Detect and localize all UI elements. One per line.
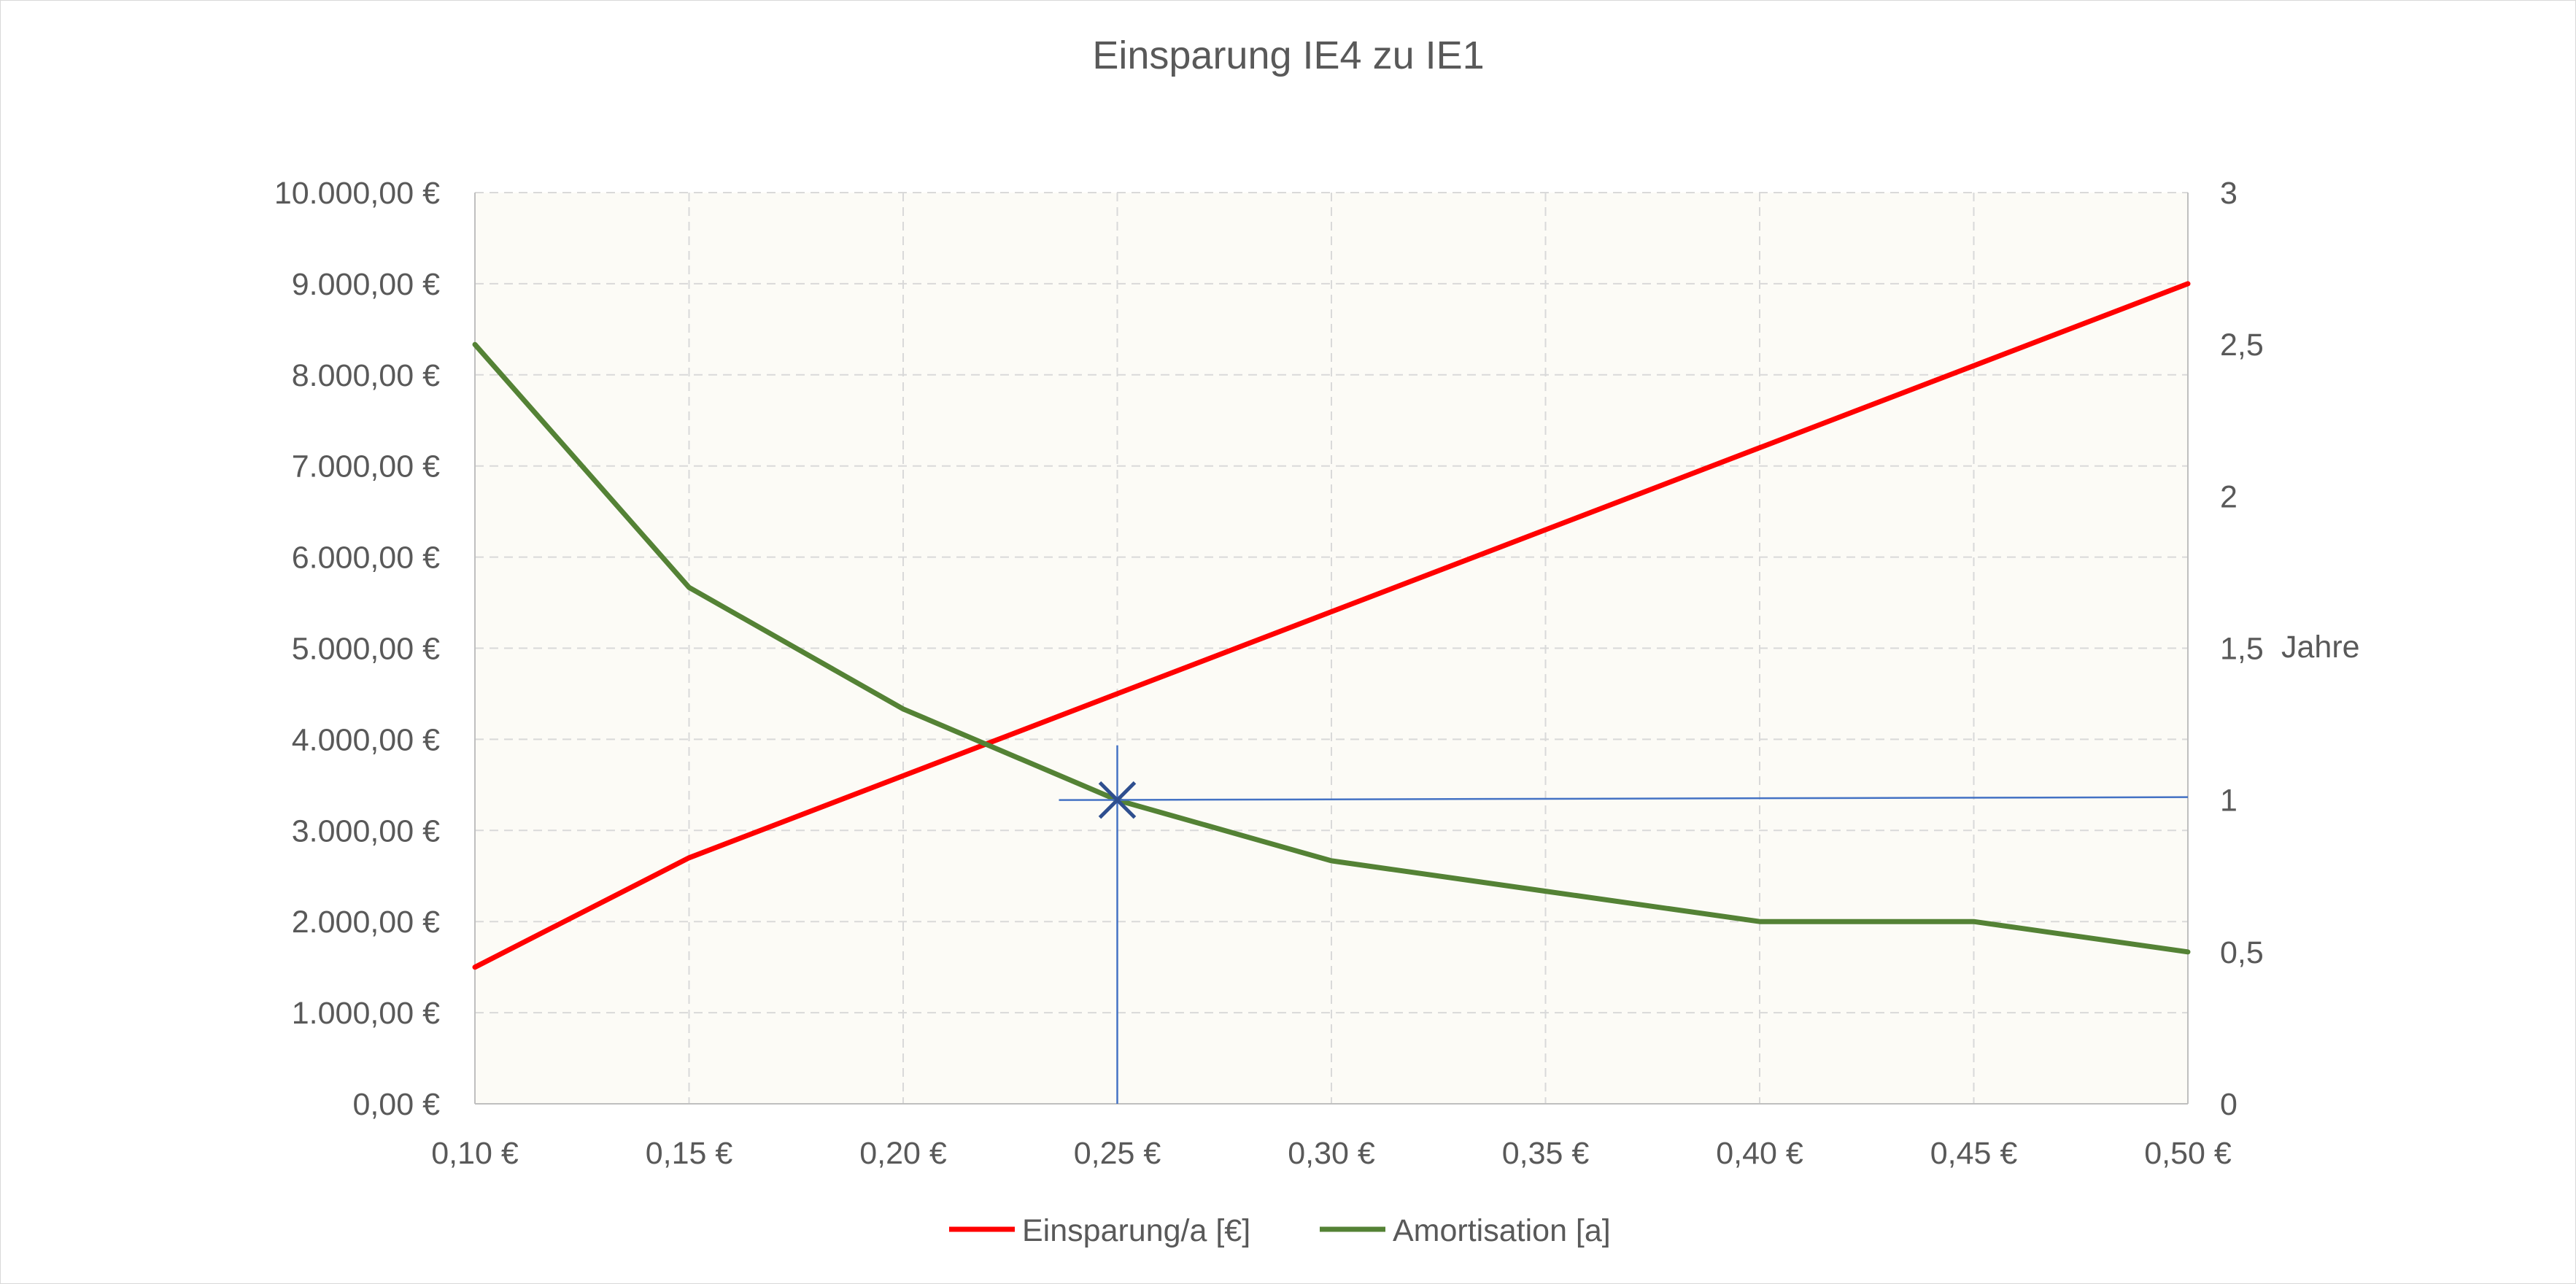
y2-tick-label: 1: [2220, 784, 2237, 819]
gridlines: [475, 192, 2188, 1104]
x-tick-label: 0,25 €: [1074, 1136, 1161, 1171]
y2-tick-label: 1,5: [2220, 632, 2264, 667]
y-tick-label: 0,00 €: [352, 1087, 440, 1122]
x-tick-label: 0,45 €: [1930, 1136, 2018, 1171]
y2-tick-label: 3: [2220, 176, 2237, 211]
legend-label: Amortisation [a]: [1393, 1213, 1611, 1248]
y-tick-label: 7.000,00 €: [292, 449, 440, 484]
y-tick-label: 1.000,00 €: [292, 996, 440, 1031]
y-tick-label: 3.000,00 €: [292, 813, 440, 848]
y-tick-label: 8.000,00 €: [292, 358, 440, 393]
y-tick-label: 5.000,00 €: [292, 632, 440, 667]
y2-tick-label: 0: [2220, 1087, 2237, 1122]
tick-labels: 0,00 € 1.000,00 € 2.000,00 € 3.000,00 € 4.00…: [274, 176, 2264, 1171]
y2-tick-label: 2,5: [2220, 328, 2264, 363]
annotation-x-marker: [1098, 781, 1137, 819]
y-tick-label: 9.000,00 €: [292, 267, 440, 302]
x-tick-label: 0,40 €: [1716, 1136, 1803, 1171]
y2-axis-title: Jahre: [2281, 630, 2360, 665]
x-tick-label: 0,15 €: [646, 1136, 733, 1171]
y-tick-label: 2.000,00 €: [292, 905, 440, 940]
annotation-horizontal-line: [1059, 796, 2189, 801]
x-tick-label: 0,20 €: [859, 1136, 947, 1171]
series-lines: [472, 281, 2191, 970]
legend-label: Einsparung/a [€]: [1022, 1213, 1250, 1248]
x-tick-label: 0,35 €: [1502, 1136, 1590, 1171]
series-line-amortisation: [472, 341, 2191, 955]
y2-tick-label: 2: [2220, 479, 2237, 514]
series-line-einsparung: [472, 281, 2191, 970]
x-tick-label: 0,50 €: [2144, 1136, 2232, 1171]
y-tick-label: 6.000,00 €: [292, 541, 440, 576]
y2-tick-label: 0,5: [2220, 935, 2264, 970]
annotation-marker: [1059, 745, 2189, 1104]
y-tick-label: 4.000,00 €: [292, 722, 440, 757]
x-tick-label: 0,30 €: [1288, 1136, 1375, 1171]
y-tick-label: 10.000,00 €: [274, 176, 440, 211]
x-tick-label: 0,10 €: [431, 1136, 519, 1171]
chart-title: Einsparung IE4 zu IE1: [1092, 34, 1484, 77]
legend: Einsparung/a [€] Amortisation [a]: [949, 1213, 1611, 1248]
